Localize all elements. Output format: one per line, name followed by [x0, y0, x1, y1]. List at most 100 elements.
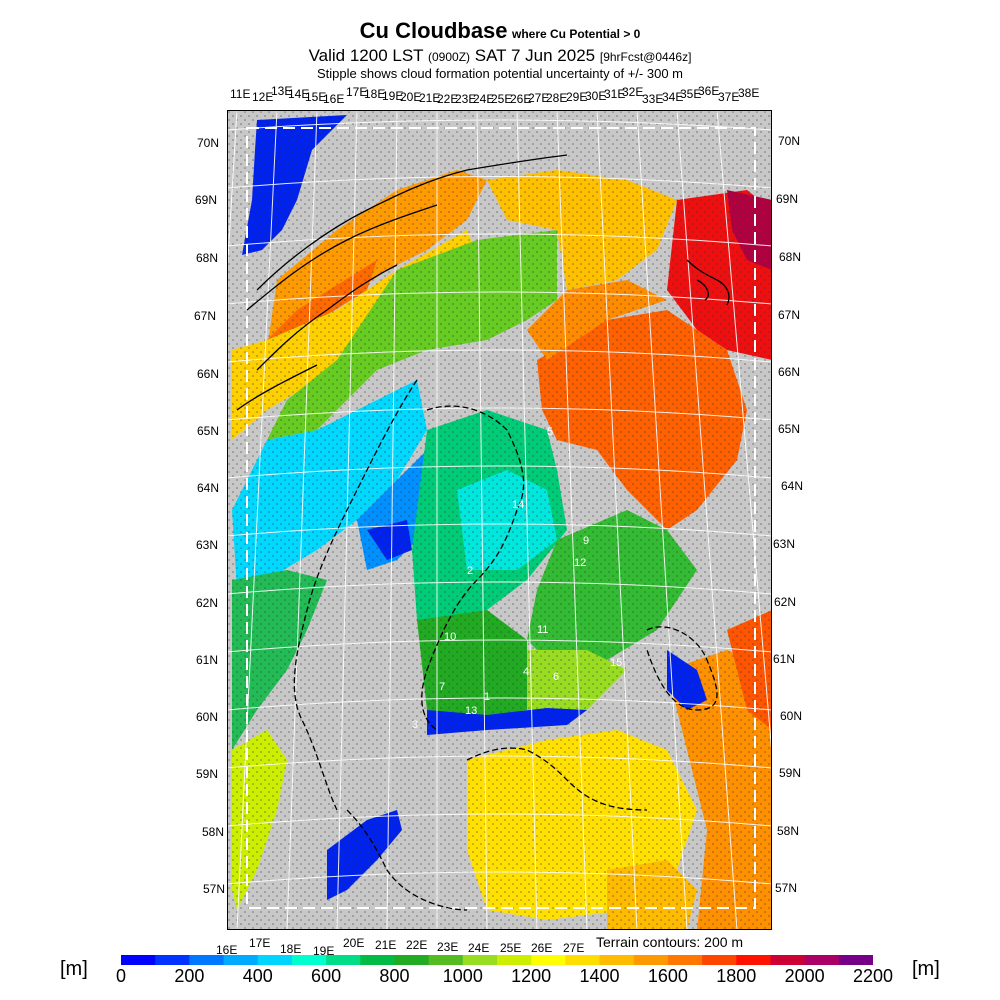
lat-label: 58N	[777, 824, 800, 838]
lat-label: 70N	[197, 136, 220, 150]
lat-label: 69N	[195, 193, 218, 207]
colorbar-tick-label: 200	[174, 966, 205, 986]
station-label: 13	[465, 705, 477, 717]
lon-label: 12E	[252, 90, 274, 104]
lon-label: 19E	[313, 944, 335, 958]
graticule	[227, 110, 772, 930]
unit-right: [m]	[912, 958, 940, 980]
lat-label: 58N	[202, 825, 225, 839]
colorbar-swatch	[531, 955, 566, 965]
colorbar-swatch	[326, 955, 361, 965]
lat-label: 66N	[197, 367, 220, 381]
lat-label: 62N	[774, 595, 797, 609]
colorbar-swatch	[189, 955, 225, 965]
lon-label: 24E	[468, 941, 490, 955]
colorbar-swatch	[736, 955, 771, 965]
coastlines	[236, 154, 730, 911]
forecast-info: [9hrFcst@0446z]	[599, 50, 692, 64]
lat-label: 63N	[196, 538, 219, 552]
station-label: 6	[553, 671, 559, 683]
colorbar-swatch	[394, 955, 430, 965]
station-label: 14	[512, 499, 524, 511]
colorbar-swatch	[702, 955, 737, 965]
lat-label: 67N	[778, 308, 801, 322]
valid-time-line: Valid 1200 LST (0900Z) SAT 7 Jun 2025 [9…	[0, 46, 1000, 66]
lon-label: 17E	[249, 936, 271, 950]
valid-date: SAT 7 Jun 2025	[474, 46, 596, 65]
lon-label: 17E	[346, 85, 368, 99]
lon-label: 18E	[280, 942, 302, 956]
colorbar-swatch	[291, 955, 327, 965]
lon-label: 27E	[528, 91, 550, 105]
colorbar-tick-label: 1800	[716, 966, 757, 986]
colorbar-swatch	[770, 955, 806, 965]
station-label: 7	[439, 681, 445, 693]
station-label: 1	[484, 691, 490, 703]
lon-label: 32E	[622, 85, 644, 99]
lat-label: 60N	[196, 710, 219, 724]
colorbar-swatch	[360, 955, 395, 965]
colorbar-tick-label: 600	[311, 966, 342, 986]
lon-label: 18E	[364, 87, 386, 101]
lat-label: 57N	[775, 881, 798, 895]
lon-label: 35E	[680, 87, 702, 101]
lon-label: 23E	[437, 940, 459, 954]
colorbar-swatch	[257, 955, 293, 965]
lon-label: 28E	[546, 91, 568, 105]
lon-label: 11E	[230, 87, 251, 101]
station-label: 3	[412, 719, 418, 731]
lon-label: 26E	[510, 92, 532, 106]
dashed-frame	[246, 127, 756, 909]
title-suffix: where Cu Potential > 0	[511, 27, 641, 41]
lon-label: 26E	[531, 941, 553, 955]
lon-label: 31E	[604, 87, 626, 101]
lat-label: 61N	[196, 653, 219, 667]
colorbar-tick-label: 1200	[511, 966, 552, 986]
lat-label: 64N	[197, 481, 220, 495]
station-label: 9	[583, 535, 589, 547]
colorbar-swatch	[633, 955, 669, 965]
colorbar-swatch	[838, 955, 873, 965]
colorbar-swatch	[565, 955, 601, 965]
lon-label: 34E	[662, 90, 684, 104]
valid-prefix: Valid 1200 LST	[308, 46, 424, 65]
lon-label: 16E	[216, 943, 238, 957]
lat-label: 63N	[773, 537, 796, 551]
lat-label: 70N	[778, 134, 801, 148]
unit-left: [m]	[60, 958, 88, 980]
station-label: 5	[547, 426, 553, 438]
lon-label: 19E	[382, 89, 404, 103]
lon-label: 15E	[305, 90, 327, 104]
lat-label: 57N	[203, 882, 226, 896]
lat-label: 64N	[781, 479, 804, 493]
lat-label: 65N	[197, 424, 220, 438]
colorbar-tick-label: 0	[115, 966, 127, 986]
colorbar-tick-label: 400	[242, 966, 273, 986]
colorbar-tick-label: 2200	[852, 966, 894, 986]
lon-label: 23E	[455, 92, 477, 106]
colorbar-tick-label: 1400	[579, 966, 620, 986]
colorbar-swatch	[599, 955, 635, 965]
stipple-overlay	[227, 110, 772, 930]
lon-label: 27E	[563, 941, 585, 955]
cloudbase-map: 14 9 2 12 10 11 15 4 7 6 1 13 3 5	[227, 110, 772, 930]
valid-utc: (0900Z)	[428, 50, 471, 64]
lon-label: 21E	[419, 91, 441, 105]
station-label: 10	[444, 631, 456, 643]
title-main: Cu Cloudbase	[359, 18, 508, 43]
lon-label: 14E	[288, 87, 310, 101]
lat-label: 59N	[779, 766, 802, 780]
lat-label: 67N	[194, 309, 217, 323]
station-label: 11	[537, 624, 548, 636]
colorbar-tick-label: 800	[379, 966, 410, 986]
map-title: Cu Cloudbase where Cu Potential > 0	[0, 18, 1000, 44]
lon-label: 29E	[566, 90, 588, 104]
colorbar-swatch	[667, 955, 703, 965]
stipple-note: Stipple shows cloud formation potential …	[316, 66, 683, 81]
colorbar-swatch	[223, 955, 259, 965]
lon-label: 20E	[343, 936, 365, 950]
colorbar-swatch	[804, 955, 840, 965]
terrain-note: Terrain contours: 200 m	[596, 934, 744, 950]
colorbar-swatch	[155, 955, 190, 965]
lat-label: 68N	[779, 250, 802, 264]
